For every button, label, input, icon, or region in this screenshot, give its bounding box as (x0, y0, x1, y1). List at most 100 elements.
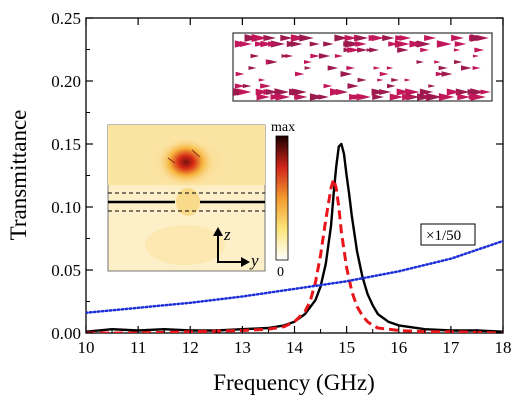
current-arrow (285, 54, 294, 58)
current-arrow (289, 88, 303, 96)
current-arrow (391, 78, 399, 82)
field-map-inset: z y (107, 124, 266, 272)
current-arrow (357, 47, 368, 53)
current-arrow (329, 88, 346, 96)
current-arrow (404, 78, 411, 82)
current-arrow (290, 41, 303, 47)
colorbar-max-label: max (271, 120, 295, 135)
x-tick-label: 17 (442, 338, 460, 357)
y-tick-label: 0.00 (51, 324, 81, 343)
current-arrow (472, 65, 481, 71)
current-arrow (474, 47, 485, 53)
series-dotted-line (86, 239, 503, 315)
y-tick-label: 0.10 (51, 198, 81, 217)
x-axis-title: Frequency (GHz) (213, 370, 375, 395)
current-arrow (235, 71, 245, 77)
current-arrow (386, 66, 394, 70)
current-arrow (346, 65, 356, 71)
current-arrow (379, 71, 389, 77)
y-tick-label: 0.25 (51, 9, 81, 28)
current-arrow (355, 34, 369, 42)
current-arrow (454, 59, 463, 65)
current-arrow (334, 54, 343, 58)
current-arrow (396, 88, 411, 96)
current-arrow (372, 94, 385, 100)
series-layer (86, 142, 503, 333)
current-arrow (354, 41, 366, 47)
current-arrow (299, 34, 314, 42)
current-arrow (248, 65, 257, 71)
current-arrow (258, 78, 266, 82)
current-arrow (417, 93, 433, 101)
current-arrow (454, 41, 467, 47)
current-arrow (353, 94, 365, 100)
current-arrow (470, 34, 486, 42)
current-arrow (256, 93, 271, 101)
current-arrow (349, 47, 360, 53)
current-arrow (426, 93, 442, 101)
current-arrows (232, 34, 491, 101)
scale-annotation: ×1/50 (420, 223, 476, 246)
tick-layer: 10 11 12 13 14 15 16 17 18 0.00 0.05 0.10 0.15 0.20 0.… (51, 9, 511, 357)
x-tick-label: 13 (234, 338, 251, 357)
current-arrow (260, 83, 271, 89)
current-arrow (251, 34, 268, 42)
current-arrow (274, 88, 290, 96)
current-arrow (260, 40, 274, 48)
current-arrow (371, 88, 386, 96)
current-arrow (438, 93, 455, 101)
current-arrow (266, 89, 278, 95)
current-arrow (357, 77, 367, 83)
current-arrow (294, 71, 305, 77)
current-arrow (457, 93, 471, 101)
current-arrow (242, 83, 252, 89)
current-distribution-inset (232, 32, 493, 102)
current-arrow (419, 88, 434, 96)
current-arrow (323, 41, 334, 47)
x-tick-label: 15 (338, 338, 355, 357)
current-arrow (368, 35, 381, 41)
current-arrow (446, 88, 461, 96)
current-arrow (377, 78, 384, 82)
current-arrow (438, 65, 448, 71)
current-arrow (318, 53, 331, 59)
current-arrow (278, 94, 289, 100)
current-arrow (238, 89, 251, 95)
current-arrow (280, 34, 293, 42)
current-arrow (334, 34, 349, 42)
current-arrow (395, 35, 407, 41)
y-tick-label: 0.20 (51, 72, 81, 91)
current-arrow (234, 40, 250, 48)
current-arrow (255, 41, 266, 47)
current-arrow (382, 34, 395, 42)
current-arrow (256, 88, 270, 96)
current-arrow (434, 60, 441, 64)
current-arrow (405, 88, 420, 96)
inset-z-label: z (223, 225, 231, 244)
current-arrow (451, 34, 464, 42)
x-tick-label: 12 (182, 338, 199, 357)
current-arrow (435, 71, 445, 77)
current-arrow (453, 48, 461, 52)
current-arrow (402, 93, 416, 101)
x-tick-label: 14 (286, 338, 304, 357)
current-arrow (303, 60, 312, 64)
current-arrow (468, 94, 479, 100)
series-dashed-line (86, 177, 503, 333)
current-arrow (281, 54, 289, 58)
current-arrow (290, 34, 306, 42)
current-arrow (461, 65, 472, 71)
current-arrow (424, 34, 437, 42)
current-arrow (309, 93, 325, 101)
current-arrow (234, 83, 246, 89)
colorbar-min-label: 0 (277, 265, 284, 280)
current-arrow (323, 83, 333, 89)
current-arrow (428, 84, 436, 88)
current-arrow (455, 88, 470, 96)
x-tick-label: 18 (495, 338, 512, 357)
current-arrow (344, 34, 358, 42)
current-arrow (397, 47, 409, 53)
inset-y-label: y (249, 251, 259, 270)
current-arrow (294, 94, 306, 100)
